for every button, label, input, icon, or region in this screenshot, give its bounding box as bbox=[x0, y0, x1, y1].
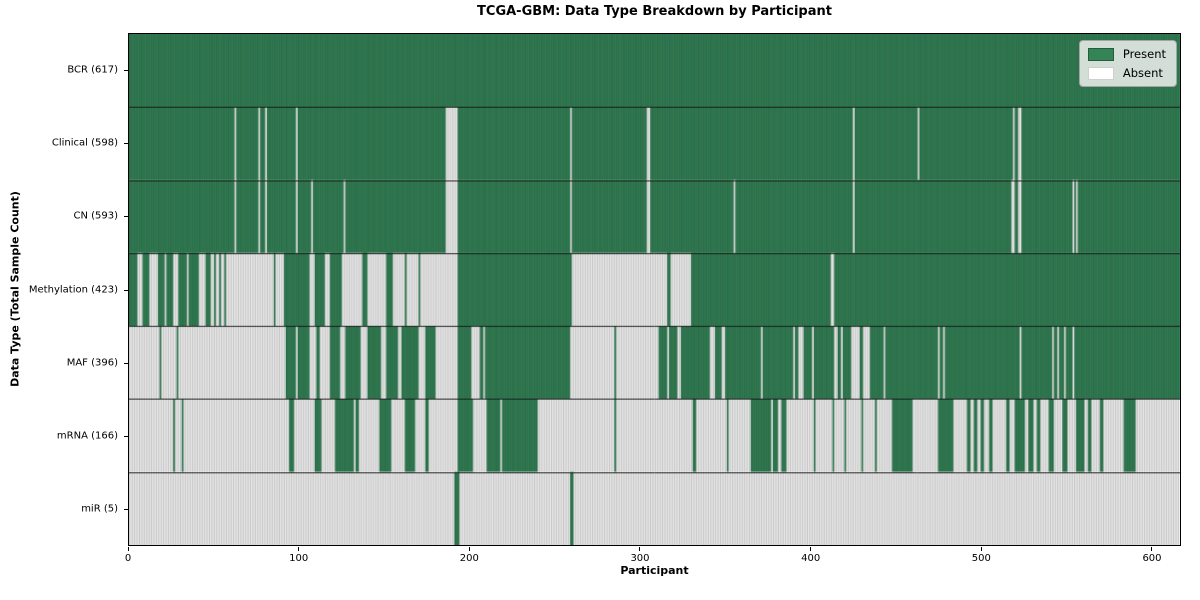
heatmap-canvas bbox=[129, 34, 1180, 545]
x-axis-ticks: 0 100 200 300 400 500 600 bbox=[124, 546, 1181, 566]
legend-entry-absent: Absent bbox=[1087, 66, 1166, 80]
x-tick-label-500: 500 bbox=[971, 553, 991, 564]
y-axis-ticks: BCR (617) Clinical (598) CN (593) Methylati… bbox=[0, 33, 128, 546]
y-tick-mark-mrna bbox=[124, 436, 128, 438]
x-tick-mark-0 bbox=[127, 547, 129, 551]
y-tick-label-bcr: BCR (617) bbox=[67, 64, 118, 76]
x-tick-mark-600 bbox=[1151, 547, 1153, 551]
legend-label-present: Present bbox=[1122, 47, 1166, 61]
y-tick-label-cn: CN (593) bbox=[73, 210, 118, 222]
y-tick-mark-mir bbox=[124, 509, 128, 511]
legend-swatch-present-icon bbox=[1087, 47, 1114, 61]
legend: Present Absent bbox=[1078, 40, 1177, 87]
x-axis-label: Participant bbox=[620, 564, 689, 577]
x-tick-mark-100 bbox=[298, 547, 300, 551]
chart-title: TCGA-GBM: Data Type Breakdown by Partici… bbox=[477, 4, 832, 19]
y-tick-label-mir: miR (5) bbox=[81, 503, 118, 515]
y-tick-label-methylation: Methylation (423) bbox=[28, 284, 118, 295]
y-tick-mark-clinical bbox=[124, 142, 128, 144]
x-tick-label-0: 0 bbox=[124, 553, 132, 564]
x-tick-label-600: 600 bbox=[1142, 553, 1162, 564]
x-tick-label-100: 100 bbox=[289, 553, 309, 564]
legend-entry-present: Present bbox=[1087, 47, 1166, 61]
x-tick-label-400: 400 bbox=[801, 553, 821, 564]
x-tick-label-300: 300 bbox=[630, 553, 650, 564]
y-tick-label-maf: MAF (396) bbox=[66, 357, 118, 369]
y-tick-mark-cn bbox=[124, 216, 128, 218]
legend-label-absent: Absent bbox=[1122, 66, 1163, 80]
y-tick-label-clinical: Clinical (598) bbox=[51, 137, 118, 149]
y-tick-mark-maf bbox=[124, 362, 128, 364]
x-tick-label-200: 200 bbox=[459, 553, 479, 564]
y-tick-label-mrna: mRNA (166) bbox=[56, 430, 118, 442]
x-tick-mark-400 bbox=[810, 547, 812, 551]
y-tick-mark-bcr bbox=[124, 69, 128, 71]
legend-swatch-absent-icon bbox=[1087, 66, 1114, 80]
x-tick-mark-500 bbox=[980, 547, 982, 551]
x-tick-mark-200 bbox=[468, 547, 470, 551]
x-tick-mark-300 bbox=[639, 547, 641, 551]
plot-area: Present Absent bbox=[128, 33, 1181, 546]
y-tick-mark-methylation bbox=[124, 289, 128, 291]
